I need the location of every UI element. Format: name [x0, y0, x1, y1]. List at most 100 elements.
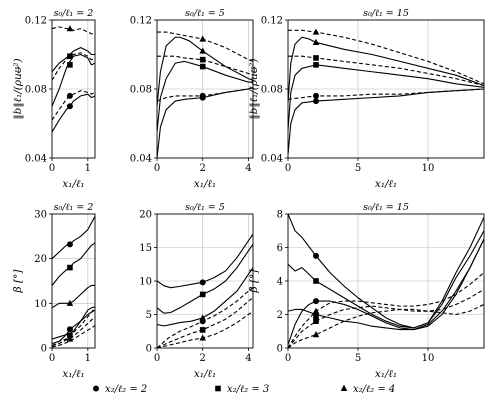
legend-label: x₂/ℓ₂ = 4: [353, 384, 395, 395]
x-tick-label: 0: [285, 163, 291, 174]
marker-square: [199, 56, 206, 63]
marker-triangle: [199, 35, 207, 42]
series-line-4: [288, 238, 484, 345]
series-line-1: [52, 93, 95, 133]
marker-circle: [313, 252, 319, 259]
y-tick-label: 20: [34, 254, 47, 265]
x-tick-label: 10: [422, 353, 435, 364]
x-tick-label: 0: [154, 163, 160, 174]
series-line-5: [52, 47, 95, 73]
y-tick-label: 0.12: [261, 16, 283, 27]
x-axis-label: x₁/ℓ₁: [375, 178, 397, 190]
data-area: [52, 26, 95, 133]
panel-1: 0 1 0.04 0.08 0.12 s₀/ℓ₁ = 2 x₁/ℓ₁ ‖b‖ℓ₁/(ρuᵿ²): [12, 8, 96, 190]
y-tick-label: 0.08: [261, 85, 283, 96]
marker-square: [313, 55, 319, 61]
marker-triangle: [199, 314, 207, 321]
marker-circle: [66, 103, 73, 110]
y-tick-label: 20: [139, 210, 152, 221]
x-axis-label: x₁/ℓ₁: [375, 368, 397, 380]
panel-title: s₀/ℓ₁ = 2: [54, 202, 94, 213]
y-tick-label: 0: [277, 344, 283, 355]
marker-square: [199, 327, 206, 333]
marker-circle: [66, 326, 73, 333]
panel-title: s₀/ℓ₁ = 5: [185, 202, 225, 213]
panel-title: s₀/ℓ₁ = 2: [54, 8, 94, 19]
data-area: [288, 214, 484, 348]
series-line-6: [157, 310, 253, 348]
series-line-6: [52, 26, 95, 35]
axes-frame: [51, 213, 96, 349]
x-tick-label: 5: [355, 353, 361, 364]
x-tick-label: 0: [154, 353, 160, 364]
series-line-5: [288, 303, 484, 348]
y-axis-label: β [°]: [248, 269, 260, 294]
marker-square: [67, 62, 73, 68]
series-line-3: [52, 306, 95, 340]
x-tick-label: 0: [49, 163, 55, 174]
y-tick-label: 0.04: [130, 154, 152, 165]
panel-title: s₀/ℓ₁ = 15: [363, 8, 409, 19]
series-line-4: [52, 52, 95, 81]
marker-triangle: [199, 334, 207, 341]
y-tick-label: 10: [34, 299, 47, 310]
series-line-5: [288, 36, 484, 103]
series-line-6: [157, 31, 253, 62]
marker-triangle: [66, 299, 74, 306]
series-line-2: [288, 88, 484, 100]
marker-triangle: [312, 38, 320, 46]
x-axis-label: x₁/ℓ₁: [194, 368, 216, 380]
y-tick-label: 0.04: [261, 154, 283, 165]
marker-triangle: [312, 28, 320, 35]
series-line-3: [288, 64, 484, 131]
panel-2: 0 2 4 0.04 0.08 0.12 s₀/ℓ₁ = 5 x₁/ℓ₁: [130, 8, 254, 190]
y-tick-label: 10: [139, 277, 152, 288]
marker-circle: [199, 279, 206, 286]
x-tick-label: 4: [245, 163, 251, 174]
x-axis-label: x₁/ℓ₁: [194, 178, 216, 190]
panel-5: 0 2 4 0 5 10 15 20 s₀/ℓ₁ = 5 x₁/ℓ₁: [139, 202, 254, 380]
y-tick-label: 15: [139, 243, 152, 254]
series-line-8: [52, 215, 95, 260]
legend-label: x₂/ℓ₂ = 3: [227, 384, 269, 395]
data-area: [288, 29, 484, 155]
marker-square: [313, 318, 319, 324]
y-tick-label: 6: [277, 243, 283, 254]
marker-triangle: [66, 25, 74, 32]
marker-triangle: [312, 331, 320, 338]
panel-3: 0 5 10 0.04 0.08 0.12 s₀/ℓ₁ = 15 x₁/ℓ₁ ‖b‖ℓ₁/(ρu…: [248, 8, 485, 190]
marker-triangle: [66, 335, 74, 342]
panel-title: s₀/ℓ₁ = 5: [185, 8, 225, 19]
marker-circle: [66, 241, 73, 248]
series-line-6: [288, 29, 484, 85]
x-tick-label: 1: [85, 353, 91, 364]
y-axis-label: ‖b‖ℓ₁/(ρuᵿ²): [12, 58, 25, 119]
series-line-2: [52, 90, 95, 121]
y-tick-label: 8: [277, 210, 283, 221]
marker-triangle: [199, 47, 207, 54]
y-tick-label: 0: [41, 344, 47, 355]
series-line-3: [157, 60, 253, 133]
y-tick-label: 0.08: [25, 85, 47, 96]
marker-square: [313, 62, 319, 68]
data-area: [157, 31, 253, 158]
legend-marker-square: [215, 385, 221, 392]
y-tick-label: 0.04: [25, 154, 47, 165]
series-line-3: [288, 238, 484, 331]
x-axis-label: x₁/ℓ₁: [62, 178, 84, 190]
marker-circle: [313, 298, 319, 305]
y-tick-label: 5: [146, 310, 152, 321]
y-axis-label: β [°]: [12, 269, 24, 294]
y-tick-label: 2: [277, 310, 283, 321]
x-tick-label: 5: [355, 163, 361, 174]
series-line-4: [288, 55, 484, 87]
marker-triangle: [312, 307, 320, 314]
series-line-1: [157, 233, 253, 289]
x-tick-label: 2: [200, 353, 206, 364]
y-tick-label: 0.08: [130, 85, 152, 96]
legend-marker-circle: [93, 385, 99, 392]
marker-circle: [313, 98, 319, 105]
marker-square: [199, 63, 206, 70]
marker-square: [313, 313, 319, 319]
y-axis-label: ‖b‖ℓ₁/(ρuᵿ²): [248, 58, 261, 119]
